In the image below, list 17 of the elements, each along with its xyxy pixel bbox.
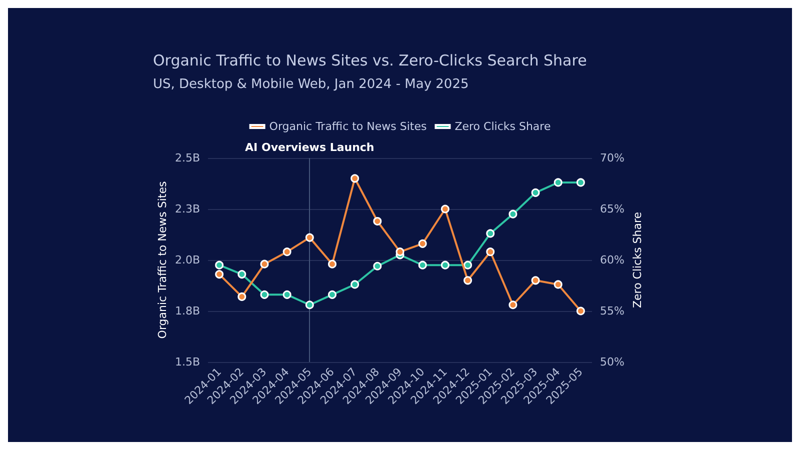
- y-tick-label: 1.5B: [174, 356, 200, 368]
- chart-title: Organic Traffic to News Sites vs. Zero-Clicks Search Share: [153, 52, 587, 70]
- legend-label: Organic Traffic to News Sites: [269, 120, 427, 133]
- y-tick-label: 1.8B: [174, 304, 200, 318]
- y-tick-label: 2.3B: [174, 202, 200, 216]
- ref-line-label: AI Overviews Launch: [245, 141, 374, 154]
- y2-tick-label: 70%: [600, 152, 624, 164]
- legend-label: Zero Clicks Share: [454, 120, 551, 133]
- y-axis-title: Organic Traffic to News Sites: [156, 181, 169, 339]
- y2-tick-label: 65%: [600, 202, 624, 216]
- chart-subtitle: US, Desktop & Mobile Web, Jan 2024 - May 2025: [153, 77, 469, 92]
- y-tick-label: 2.5B: [174, 152, 200, 164]
- y2-tick-label: 60%: [600, 254, 624, 266]
- y-tick-label: 2.0B: [174, 254, 200, 266]
- y2-axis-title: Zero Clicks Share: [631, 212, 644, 308]
- y2-tick-label: 50%: [600, 356, 624, 368]
- y2-tick-label: 55%: [600, 304, 624, 318]
